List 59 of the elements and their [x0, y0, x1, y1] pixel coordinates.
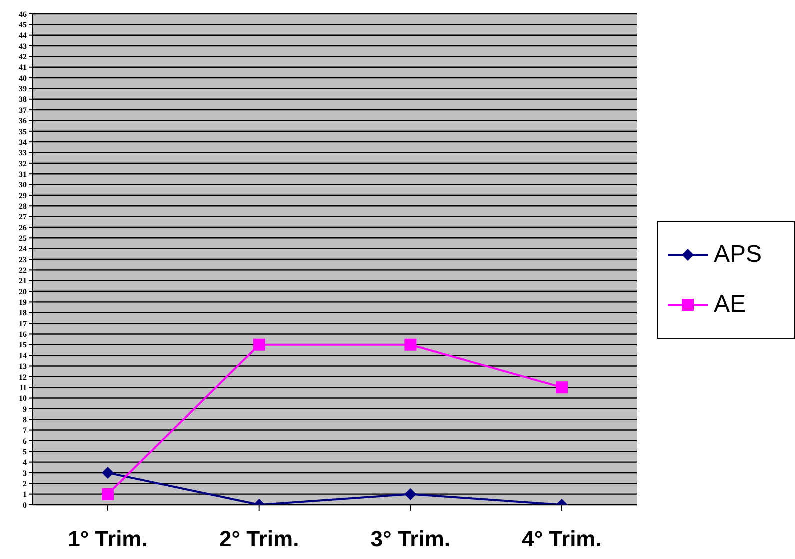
- x-tick-label: 2° Trim.: [219, 526, 300, 552]
- y-tick-label: 32: [19, 159, 27, 168]
- y-tick-label: 3: [23, 468, 27, 478]
- y-tick-label: 21: [19, 276, 27, 286]
- point: [404, 338, 417, 351]
- point: [404, 488, 417, 500]
- y-tick-label: 37: [19, 106, 27, 115]
- y-tick-label: 36: [19, 116, 27, 126]
- y-tick-label: 14: [19, 351, 27, 360]
- y-tick-label: 12: [19, 372, 27, 382]
- y-tick-label: 20: [19, 287, 27, 296]
- x-tick-label: 3° Trim.: [370, 526, 451, 552]
- y-tick-label: 33: [19, 148, 27, 158]
- y-tick-label: 27: [19, 212, 27, 222]
- y-tick-label: 23: [19, 255, 27, 264]
- y-tick-label: 35: [19, 127, 27, 136]
- y-tick-label: 34: [19, 138, 27, 147]
- y-tick-label: 11: [19, 383, 27, 392]
- y-tick-label: 44: [19, 31, 27, 40]
- y-tick-label: 29: [19, 191, 27, 200]
- y-tick-label: 25: [19, 234, 27, 243]
- y-tick-label: 39: [19, 84, 27, 94]
- y-tick-label: 15: [19, 340, 27, 350]
- y-tick-label: 10: [19, 394, 27, 404]
- y-tick-label: 46: [19, 10, 27, 19]
- y-tick-label: 18: [19, 308, 27, 318]
- y-tick-label: 30: [19, 180, 27, 190]
- y-tick-label: 6: [23, 436, 27, 446]
- y-tick-label: 16: [19, 330, 27, 340]
- legend-label: AE: [714, 290, 746, 318]
- y-tick-label: 19: [19, 298, 27, 308]
- point: [102, 488, 114, 500]
- y-tick-label: 43: [19, 42, 27, 51]
- y-tick-label: 42: [19, 52, 27, 62]
- y-tick-label: 17: [19, 319, 27, 328]
- y-tick-label: 7: [23, 426, 27, 436]
- point: [102, 466, 114, 479]
- y-tick-label: 31: [19, 170, 27, 179]
- y-tick-label: 45: [19, 20, 27, 30]
- y-tick-label: 0: [23, 500, 27, 510]
- y-tick-label: 38: [19, 95, 27, 104]
- y-tick-label: 9: [23, 404, 27, 414]
- point: [556, 382, 568, 394]
- point: [253, 338, 266, 351]
- y-tick-label: 24: [19, 244, 27, 254]
- x-tick-label: 1° Trim.: [68, 526, 148, 552]
- y-tick-label: 40: [19, 74, 27, 83]
- y-tick-label: 2: [23, 479, 27, 488]
- y-tick-label: 41: [19, 63, 27, 72]
- y-tick-label: 1: [23, 490, 27, 500]
- legend-label: APS: [714, 240, 762, 268]
- y-tick-label: 22: [19, 266, 27, 276]
- x-tick-label: 4° Trim.: [522, 526, 602, 552]
- y-tick-label: 8: [23, 415, 27, 424]
- y-tick-label: 26: [19, 223, 27, 232]
- y-tick-label: 4: [23, 458, 27, 468]
- y-tick-label: 5: [23, 447, 27, 456]
- y-tick-label: 28: [19, 202, 27, 211]
- y-tick-label: 13: [19, 362, 27, 372]
